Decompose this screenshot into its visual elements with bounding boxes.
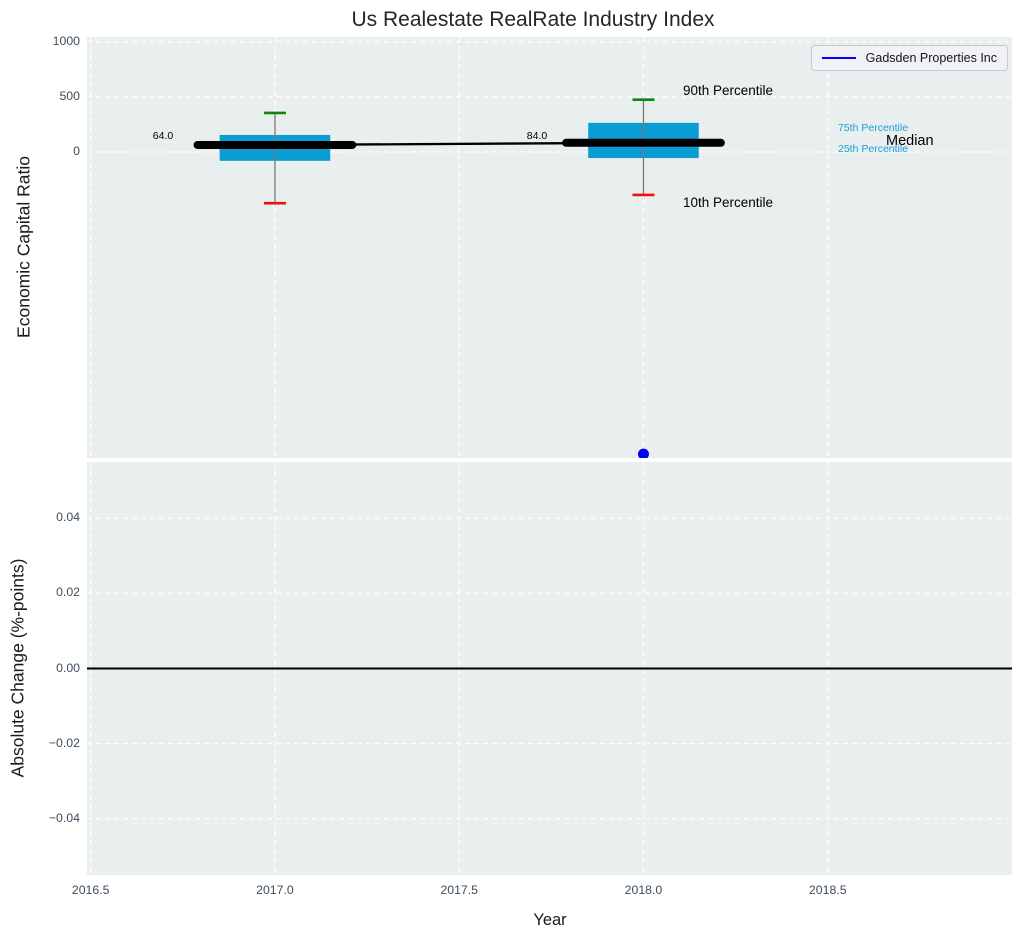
- bottom-y-axis-label: Absolute Change (%-points): [7, 558, 28, 778]
- x-tick-label: 2017.0: [256, 883, 294, 897]
- annotation-median: Median: [886, 133, 934, 149]
- legend-line-sample: [821, 57, 856, 59]
- bottom-y-tick-label: 0.04: [56, 510, 80, 525]
- bottom-y-tick-label: 0.02: [56, 585, 80, 600]
- top-y-tick-label: 500: [59, 88, 80, 103]
- bottom-plot-area: [87, 462, 1012, 875]
- annotation-10th-percentile: 10th Percentile: [683, 195, 774, 210]
- top-plot-canvas: [87, 37, 1012, 458]
- top-y-tick-label: 1000: [52, 33, 80, 48]
- top-y-tick-label: 0: [73, 144, 80, 159]
- x-axis-label: Year: [533, 911, 567, 929]
- legend-label: Gadsden Properties Inc: [865, 51, 997, 65]
- legend: Gadsden Properties Inc: [810, 45, 1008, 71]
- bottom-plot-canvas: [87, 462, 1012, 875]
- annotation-25th-percentile: 25th Percentile: [838, 143, 909, 155]
- annotation-median-value-2017: 64.0: [152, 130, 174, 142]
- company-point: [637, 448, 649, 458]
- chart-title: Us Realestate RealRate Industry Index: [351, 8, 715, 31]
- annotation-median-value-2018: 84.0: [526, 130, 548, 142]
- bottom-y-tick-label: −0.02: [48, 735, 80, 750]
- bottom-y-tick-label: −0.04: [48, 810, 80, 825]
- x-tick-label: 2018.0: [624, 883, 663, 897]
- top-plot-area: Gadsden Properties Inc 90th Percentile 1…: [87, 37, 1012, 458]
- top-y-axis-label: Economic Capital Ratio: [13, 156, 34, 338]
- x-tick-label: 2016.5: [71, 883, 110, 897]
- annotation-75th-percentile: 75th Percentile: [838, 122, 909, 134]
- bottom-y-tick-label: 0.00: [56, 660, 80, 675]
- x-tick-label: 2018.5: [808, 883, 847, 897]
- annotation-90th-percentile: 90th Percentile: [683, 83, 774, 98]
- x-tick-label: 2017.5: [440, 883, 479, 897]
